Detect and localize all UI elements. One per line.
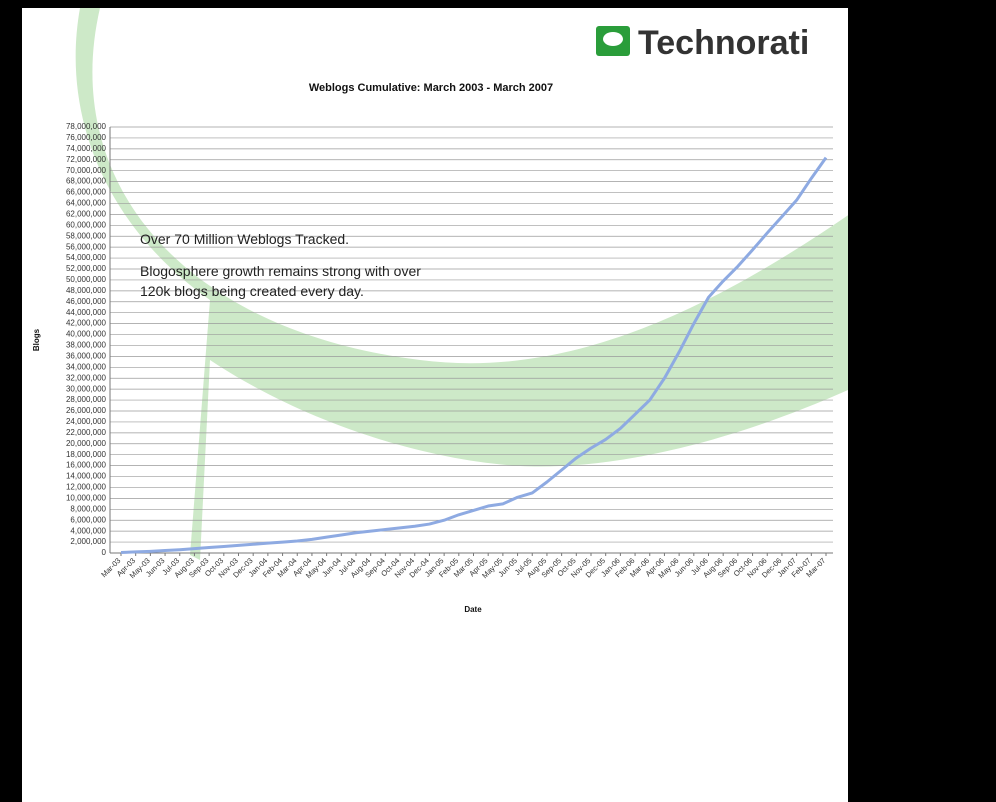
y-tick-label: 48,000,000	[66, 286, 107, 295]
y-tick-label: 12,000,000	[66, 483, 107, 492]
y-tick-label: 52,000,000	[66, 264, 107, 273]
y-tick-label: 20,000,000	[66, 439, 107, 448]
y-tick-label: 50,000,000	[66, 275, 107, 284]
y-tick-label: 42,000,000	[66, 319, 107, 328]
y-tick-label: 68,000,000	[66, 177, 107, 186]
y-tick-label: 44,000,000	[66, 308, 107, 317]
y-tick-label: 22,000,000	[66, 428, 107, 437]
y-tick-label: 62,000,000	[66, 209, 107, 218]
y-tick-label: 56,000,000	[66, 242, 107, 251]
y-tick-label: 26,000,000	[66, 406, 107, 415]
y-tick-label: 30,000,000	[66, 384, 107, 393]
y-tick-label: 76,000,000	[66, 133, 107, 142]
y-tick-label: 4,000,000	[70, 526, 106, 535]
y-tick-label: 38,000,000	[66, 341, 107, 350]
y-tick-label: 6,000,000	[70, 515, 106, 524]
series-line	[120, 156, 828, 554]
y-tick-label: 58,000,000	[66, 231, 107, 240]
y-tick-label: 78,000,000	[66, 122, 107, 131]
y-tick-label: 32,000,000	[66, 373, 107, 382]
y-tick-label: 36,000,000	[66, 351, 107, 360]
y-tick-label: 14,000,000	[66, 472, 107, 481]
y-tick-label: 72,000,000	[66, 155, 107, 164]
y-tick-label: 0	[102, 548, 107, 557]
y-tick-label: 28,000,000	[66, 395, 107, 404]
y-tick-label: 64,000,000	[66, 199, 107, 208]
annotation: Blogosphere growth remains strong with o…	[140, 263, 421, 279]
chart-title: Weblogs Cumulative: March 2003 - March 2…	[309, 82, 553, 94]
y-tick-label: 16,000,000	[66, 461, 107, 470]
y-tick-label: 8,000,000	[70, 504, 106, 513]
y-tick-label: 34,000,000	[66, 362, 107, 371]
y-tick-label: 70,000,000	[66, 166, 107, 175]
y-tick-label: 54,000,000	[66, 253, 107, 262]
y-tick-label: 60,000,000	[66, 220, 107, 229]
x-axis-label: Date	[464, 605, 482, 614]
y-tick-label: 74,000,000	[66, 144, 107, 153]
annotation: Over 70 Million Weblogs Tracked.	[140, 231, 349, 247]
y-tick-label: 66,000,000	[66, 188, 107, 197]
annotation: 120k blogs being created every day.	[140, 283, 364, 299]
logo-text: Technorati	[638, 24, 809, 62]
logo-icon-bubble	[603, 32, 623, 46]
y-tick-label: 10,000,000	[66, 493, 107, 502]
y-axis-label: Blogs	[32, 328, 41, 351]
y-tick-label: 40,000,000	[66, 330, 107, 339]
y-tick-label: 46,000,000	[66, 297, 107, 306]
logo: Technorati	[596, 24, 809, 62]
y-tick-label: 2,000,000	[70, 537, 106, 546]
y-tick-label: 18,000,000	[66, 450, 107, 459]
y-tick-label: 24,000,000	[66, 417, 107, 426]
